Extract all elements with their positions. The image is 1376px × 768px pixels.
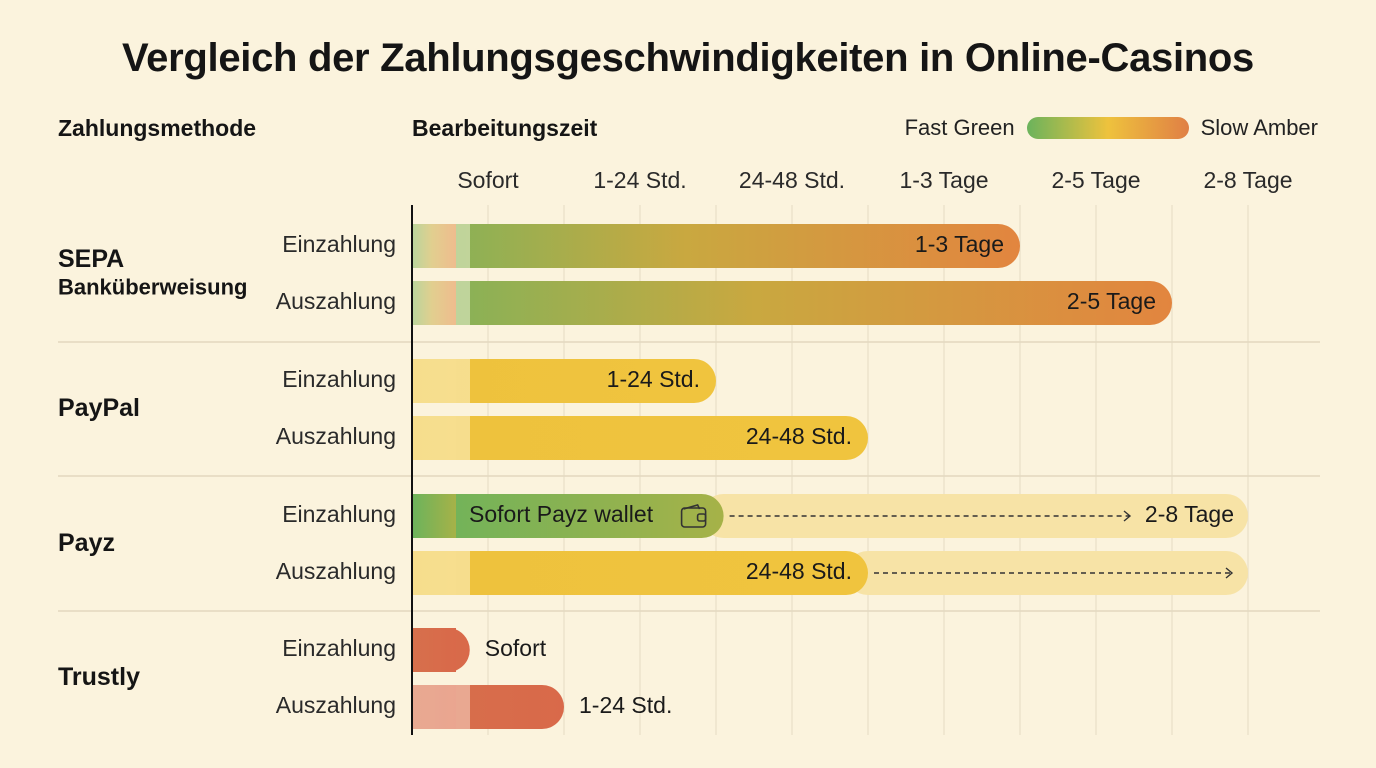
tick-label: Sofort xyxy=(457,167,519,193)
time-column-header: Bearbeitungszeit xyxy=(412,115,598,141)
bar-value-label: 1-3 Tage xyxy=(915,231,1004,257)
bar-value-label: 24-48 Std. xyxy=(746,558,852,584)
bar-left-cap xyxy=(412,685,456,729)
bar-extension-label: 2-8 Tage xyxy=(1145,501,1234,527)
bar-value-label: 24-48 Std. xyxy=(746,423,852,449)
bar-left-cap xyxy=(412,628,456,672)
bar-value-label: 2-5 Tage xyxy=(1067,288,1156,314)
tick-label: 2-5 Tage xyxy=(1051,167,1140,193)
legend-slow-label: Slow Amber xyxy=(1200,115,1318,140)
bar xyxy=(412,359,716,403)
bar xyxy=(412,416,868,460)
bar-instant-segment xyxy=(412,685,470,729)
bar-instant-segment xyxy=(412,224,470,268)
chart-title: Vergleich der Zahlungsgeschwindigkeiten … xyxy=(121,36,1255,80)
bar-instant-segment xyxy=(412,281,470,325)
row-type-label: Auszahlung xyxy=(276,423,396,449)
bar-left-cap xyxy=(412,494,456,538)
method-column-header: Zahlungsmethode xyxy=(58,115,257,141)
wallet-icon xyxy=(680,504,707,528)
bar-value-label: Sofort xyxy=(485,635,547,661)
method-name: Payz xyxy=(58,529,115,557)
bar-value-label: 1-24 Std. xyxy=(607,366,700,392)
tick-label: 1-24 Std. xyxy=(593,167,686,193)
bar-left-cap xyxy=(412,416,456,460)
row-type-label: Auszahlung xyxy=(276,288,396,314)
extension-arrowhead xyxy=(1225,567,1234,579)
row-type-label: Auszahlung xyxy=(276,558,396,584)
method-subtitle: Banküberweisung xyxy=(58,274,247,299)
legend-gradient xyxy=(1026,117,1189,139)
bar xyxy=(412,551,868,595)
row-type-label: Einzahlung xyxy=(282,635,396,661)
tick-label: 1-3 Tage xyxy=(899,167,988,193)
bar-instant-segment xyxy=(412,359,470,403)
bar-value-label: Sofort Payz wallet xyxy=(469,501,654,527)
bar-value-label: 1-24 Std. xyxy=(579,692,672,718)
tick-label: 24-48 Std. xyxy=(739,167,845,193)
bar-instant-segment xyxy=(412,416,470,460)
tick-label: 2-8 Tage xyxy=(1203,167,1292,193)
bar xyxy=(412,494,724,538)
bar-instant-segment xyxy=(412,551,470,595)
bar xyxy=(412,281,1172,325)
method-name: SEPA xyxy=(58,245,124,273)
bar xyxy=(412,224,1020,268)
bar-left-cap xyxy=(412,359,456,403)
bar-left-cap xyxy=(412,551,456,595)
legend-fast-label: Fast Green xyxy=(904,115,1015,140)
extension-arrowhead xyxy=(1123,510,1132,522)
row-type-label: Einzahlung xyxy=(282,366,396,392)
legend: Fast Green Slow Amber xyxy=(905,115,1318,141)
row-type-label: Einzahlung xyxy=(282,231,396,257)
method-name: Trustly xyxy=(58,663,140,691)
row-type-label: Einzahlung xyxy=(282,501,396,527)
bar-left-cap xyxy=(412,224,456,268)
row-type-label: Auszahlung xyxy=(276,692,396,718)
method-name: PayPal xyxy=(58,394,140,422)
bar-left-cap xyxy=(412,281,456,325)
